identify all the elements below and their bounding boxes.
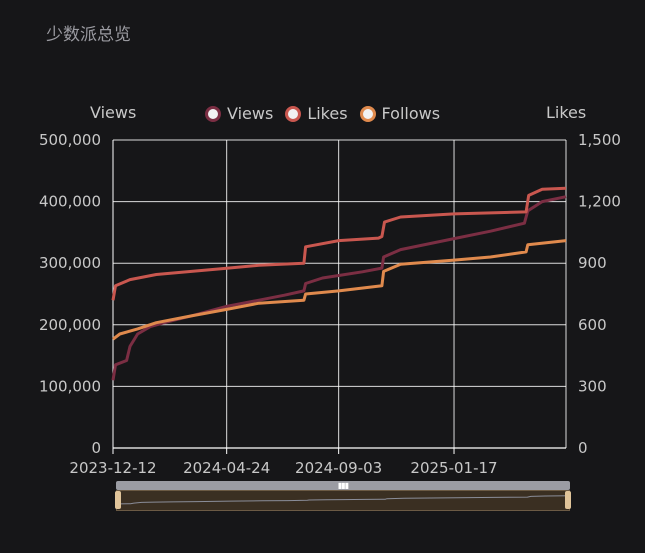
y-right-tick-label: 300 bbox=[578, 377, 607, 395]
y-left-tick-label: 100,000 bbox=[39, 377, 101, 395]
legend-marker-likes bbox=[285, 105, 302, 122]
legend-marker-follows bbox=[359, 105, 376, 122]
legend-item-views[interactable]: Views bbox=[205, 104, 273, 123]
y-left-tick-label: 500,000 bbox=[39, 131, 101, 149]
y-left-tick-label: 0 bbox=[91, 439, 101, 457]
chart-legend: Views Likes Follows bbox=[205, 104, 440, 123]
legend-label-follows: Follows bbox=[381, 104, 441, 123]
legend-item-follows[interactable]: Follows bbox=[359, 104, 441, 123]
zoom-handle-right[interactable] bbox=[565, 491, 571, 509]
likes-line bbox=[111, 186, 567, 301]
y-right-tick-label: 0 bbox=[578, 439, 588, 457]
y-right-tick-label: 900 bbox=[578, 254, 607, 272]
zoom-preview-line bbox=[117, 495, 569, 506]
y-axis-left-label: Views bbox=[90, 103, 137, 122]
y-axis-right-label: Likes bbox=[546, 103, 587, 122]
y-left-tick-label: 200,000 bbox=[39, 316, 101, 334]
grip-icon: ▮▮▮ bbox=[337, 481, 349, 490]
data-zoom-slider[interactable]: ▮▮▮ bbox=[115, 481, 571, 511]
y-left-tick-label: 400,000 bbox=[39, 193, 101, 211]
zoom-preview-svg bbox=[117, 495, 569, 506]
legend-label-likes: Likes bbox=[307, 104, 348, 123]
y-right-tick-label: 600 bbox=[578, 316, 607, 334]
y-right-tick-label: 1,200 bbox=[578, 193, 621, 211]
y-right-tick-label: 1,500 bbox=[578, 131, 621, 149]
y-left-tick-label: 300,000 bbox=[39, 254, 101, 272]
x-tick-label: 2025-01-17 bbox=[410, 459, 497, 477]
zoom-drag-bar[interactable]: ▮▮▮ bbox=[116, 481, 570, 490]
page-title: 少数派总览 bbox=[46, 25, 131, 45]
legend-label-views: Views bbox=[227, 104, 274, 123]
follows-line bbox=[112, 239, 567, 341]
legend-item-likes[interactable]: Likes bbox=[285, 104, 348, 123]
zoom-preview-area[interactable] bbox=[116, 490, 570, 511]
x-tick-label: 2023-12-12 bbox=[69, 459, 156, 477]
x-tick-label: 2024-04-24 bbox=[183, 459, 270, 477]
legend-marker-views bbox=[205, 105, 221, 122]
views-line bbox=[111, 195, 567, 381]
x-tick-label: 2024-09-03 bbox=[295, 459, 382, 477]
zoom-handle-left[interactable] bbox=[115, 491, 121, 509]
